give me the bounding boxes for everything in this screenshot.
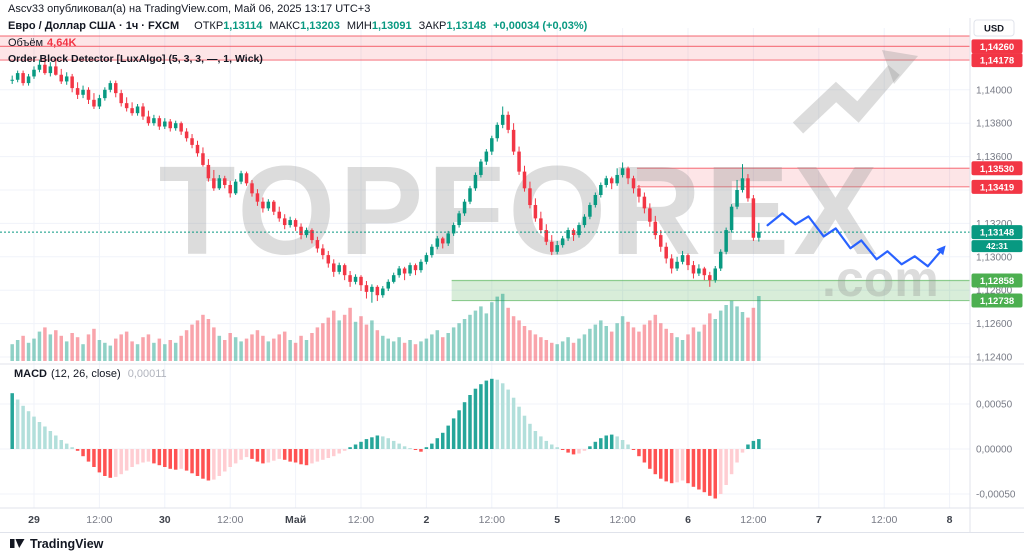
svg-text:5: 5 <box>554 514 560 526</box>
zone-price-label <box>971 293 1023 308</box>
svg-text:1,12800: 1,12800 <box>976 286 1013 297</box>
volume-bars <box>10 293 761 361</box>
svg-text:1,14000: 1,14000 <box>976 85 1013 96</box>
footer-bar: TradingView <box>0 532 1024 554</box>
svg-text:1,13419: 1,13419 <box>980 182 1014 193</box>
svg-text:Май: Май <box>285 514 306 526</box>
svg-text:1,14178: 1,14178 <box>980 56 1014 67</box>
zone-price-label <box>971 53 1023 68</box>
svg-text:12:00: 12:00 <box>740 514 766 526</box>
pane-separators <box>0 18 1024 532</box>
svg-text:-0,00050: -0,00050 <box>976 490 1016 501</box>
supply-zone <box>636 168 970 187</box>
zone-price-label <box>971 273 1023 288</box>
svg-text:1,13200: 1,13200 <box>976 219 1013 230</box>
price-axis[interactable]: 1,14000 1,13800 1,13600 1,13200 1,13000 1,128… <box>971 19 1023 501</box>
svg-text:42:31: 42:31 <box>986 241 1008 251</box>
svg-text:7: 7 <box>816 514 822 526</box>
zone-price-label <box>971 39 1023 54</box>
zone-price-label <box>971 161 1023 176</box>
demand-zone <box>451 280 970 301</box>
projection-arrow[interactable] <box>766 212 946 268</box>
tradingview-logo[interactable]: TradingView <box>10 537 103 551</box>
svg-text:1,12738: 1,12738 <box>980 296 1014 307</box>
time-axis[interactable]: 29 12:00 30 12:00 Май 12:00 2 12:00 5 12:00 6 12:00… <box>28 514 953 526</box>
svg-text:1,13530: 1,13530 <box>980 164 1014 175</box>
svg-text:12:00: 12:00 <box>348 514 374 526</box>
candles <box>10 57 761 303</box>
watermark: TOPFOREX.com <box>159 50 939 307</box>
svg-text:.com: .com <box>822 251 939 307</box>
macd-histogram <box>10 378 761 499</box>
svg-text:1,13800: 1,13800 <box>976 119 1013 130</box>
svg-text:12:00: 12:00 <box>871 514 897 526</box>
order-block-zones <box>0 35 970 302</box>
svg-text:1,12400: 1,12400 <box>976 352 1013 363</box>
svg-text:12:00: 12:00 <box>86 514 112 526</box>
svg-text:2: 2 <box>423 514 429 526</box>
svg-text:1,13148: 1,13148 <box>980 228 1014 239</box>
svg-text:12:00: 12:00 <box>609 514 635 526</box>
svg-text:0,00050: 0,00050 <box>976 400 1013 411</box>
bar-countdown <box>971 240 1023 253</box>
svg-text:1,12600: 1,12600 <box>976 319 1013 330</box>
svg-text:1,14260: 1,14260 <box>980 42 1014 53</box>
last-price-label <box>971 225 1023 240</box>
svg-text:29: 29 <box>28 514 40 526</box>
zone-price-label <box>971 179 1023 194</box>
svg-text:8: 8 <box>947 514 953 526</box>
supply-zone <box>0 36 970 61</box>
svg-text:USD: USD <box>984 24 1004 35</box>
svg-text:1,13000: 1,13000 <box>976 252 1013 263</box>
tradingview-logo-icon <box>10 539 25 548</box>
svg-text:6: 6 <box>685 514 691 526</box>
svg-text:12:00: 12:00 <box>479 514 505 526</box>
svg-text:1,13600: 1,13600 <box>976 152 1013 163</box>
svg-text:0,00000: 0,00000 <box>976 445 1013 456</box>
svg-text:1,12858: 1,12858 <box>980 276 1014 287</box>
currency-chip <box>973 19 1015 37</box>
footer-brand-text: TradingView <box>30 536 104 551</box>
svg-text:12:00: 12:00 <box>217 514 243 526</box>
svg-text:30: 30 <box>159 514 171 526</box>
